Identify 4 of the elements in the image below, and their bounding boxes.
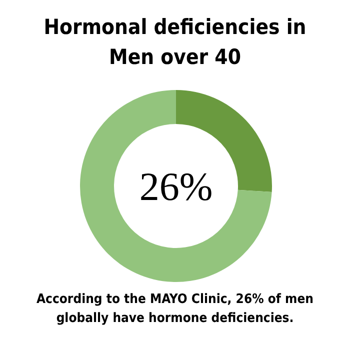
text: 26% [138, 163, 214, 210]
donut-slice [80, 90, 272, 282]
text: According to the MAYO Clinic, 26% of men globally have hormone deficiencies. [35, 291, 315, 328]
chart-title: Hormonal deficiencies in Men over 40 [42, 14, 308, 71]
